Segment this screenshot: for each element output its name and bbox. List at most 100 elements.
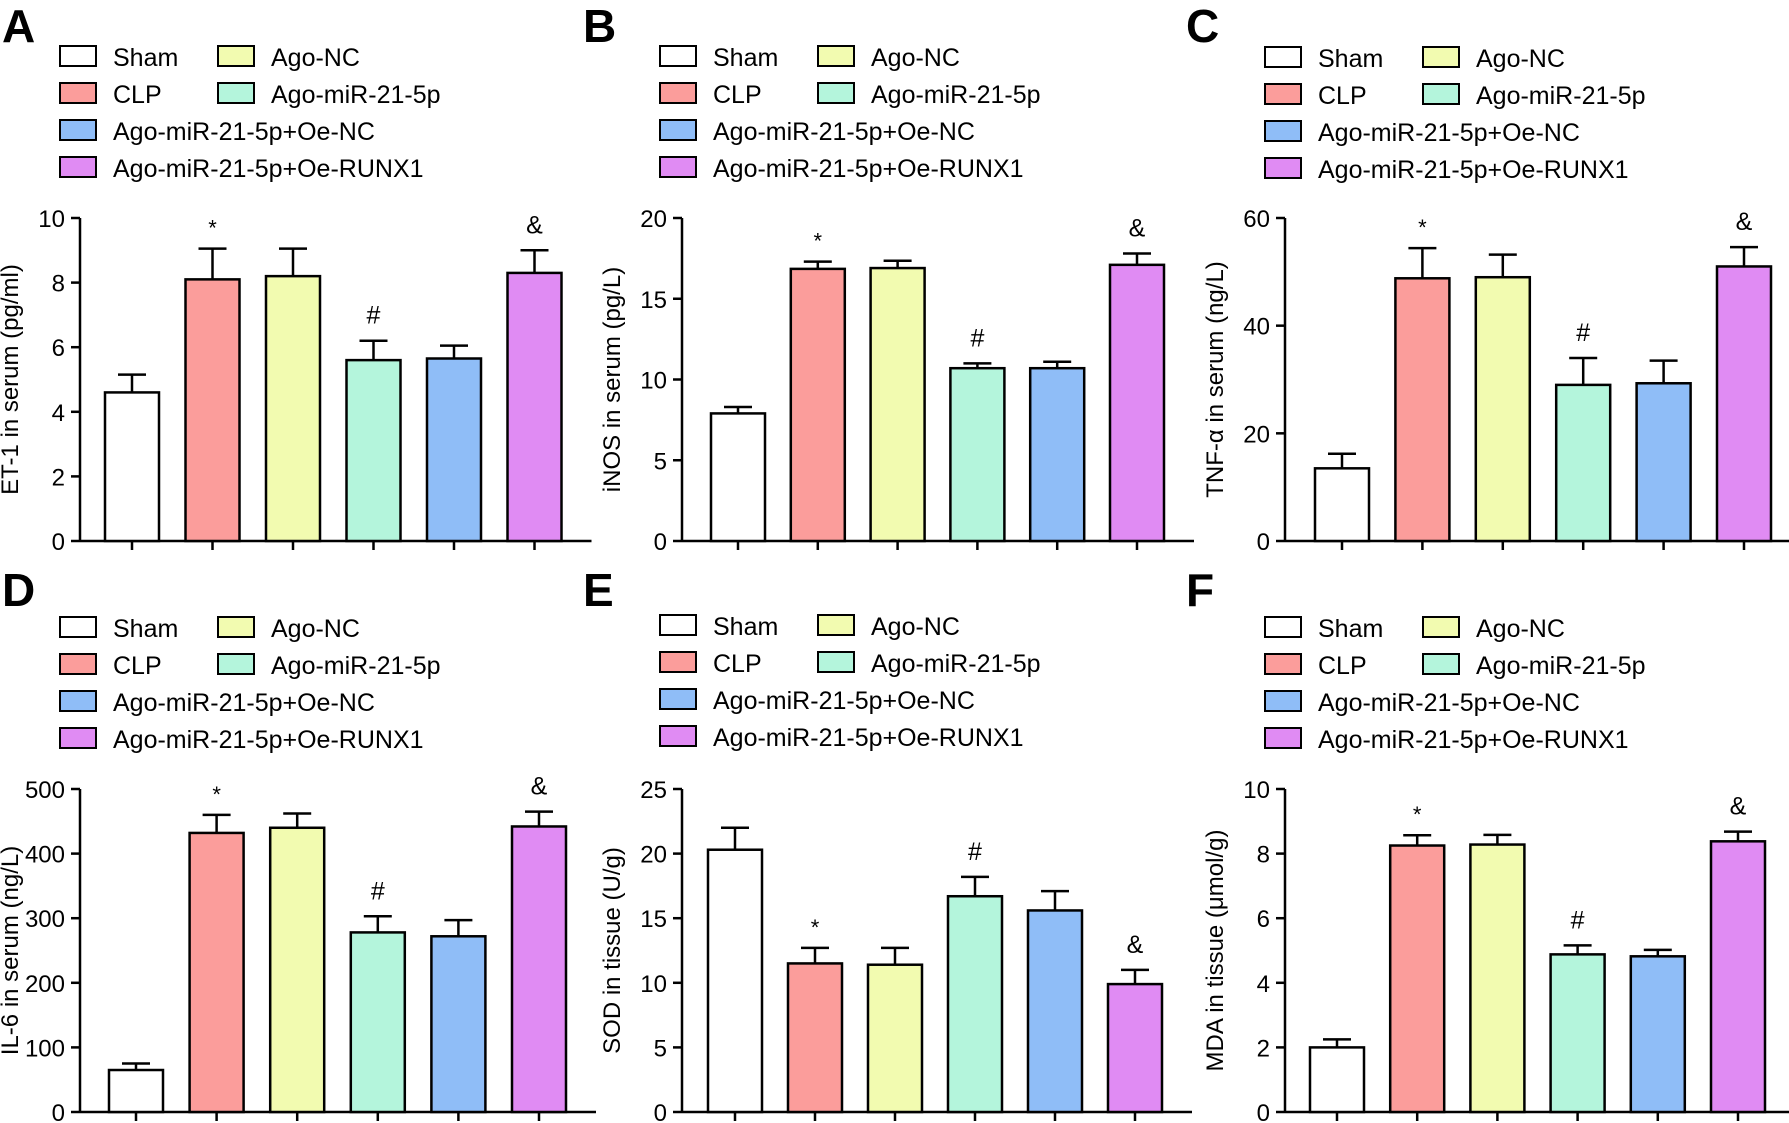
bar-rect <box>188 831 245 1114</box>
legend-item-2: CLP <box>59 81 162 109</box>
bar-rect <box>1394 277 1451 543</box>
significance-marker: & <box>1129 215 1146 243</box>
legend-label: Ago-miR-21-5p+Oe-RUNX1 <box>113 726 424 754</box>
panel-a-y-axis-title: ET-1 in serum (pg/ml) <box>0 264 24 495</box>
legend-label: Ago-NC <box>1476 45 1565 73</box>
legend-swatch <box>1264 46 1302 68</box>
legend-item-4: Ago-miR-21-5p <box>1422 82 1646 110</box>
legend-swatch <box>817 614 855 636</box>
legend-swatch <box>659 725 697 747</box>
legend-swatch <box>59 616 97 638</box>
panel-e-legend: Sham Ago-NC CLP Ago-miR-21-5p Ago-miR-21-5p+… <box>659 613 1041 752</box>
legend-swatch <box>217 82 255 104</box>
legend-swatch <box>817 82 855 104</box>
legend-item-2: CLP <box>1264 652 1367 680</box>
legend-label: CLP <box>713 81 762 109</box>
bar-rect <box>1388 844 1446 1114</box>
bar-rect <box>789 267 847 543</box>
y-tick-label: 60 <box>1243 206 1270 233</box>
bar-1 <box>709 405 767 550</box>
y-tick-label: 20 <box>640 842 667 869</box>
legend-label: Sham <box>113 44 178 72</box>
legend-label: Ago-NC <box>1476 615 1565 643</box>
bar-rect <box>268 826 326 1114</box>
legend-swatch <box>1264 727 1302 749</box>
significance-marker: & <box>1730 793 1747 821</box>
legend-item-4: Ago-miR-21-5p <box>817 650 1041 678</box>
y-tick-label: 10 <box>1243 777 1270 804</box>
y-tick-label: 0 <box>654 529 667 556</box>
legend-swatch <box>659 45 697 67</box>
panel-b-y-axis: 0 5 10 15 20 <box>640 206 1194 556</box>
panel-d: D Sham Ago-NC CLP Ago-miR-21-5p Ago-miR-21-5p… <box>0 564 596 1123</box>
panel-f-legend: Sham Ago-NC CLP Ago-miR-21-5p Ago-miR-21-5p+… <box>1264 615 1646 754</box>
bar-6: & <box>1106 931 1164 1121</box>
y-tick-label: 20 <box>640 206 667 233</box>
bar-4: # <box>349 877 407 1121</box>
bar-2: * <box>789 229 847 550</box>
significance-marker: # <box>367 302 381 330</box>
legend-swatch <box>817 651 855 673</box>
bar-rect <box>1308 1046 1366 1114</box>
legend-label: CLP <box>113 652 162 680</box>
panel-e: E Sham Ago-NC CLP Ago-miR-21-5p Ago-miR-21-5p… <box>583 564 1192 1123</box>
legend-item-4: Ago-miR-21-5p <box>217 81 441 109</box>
legend-label: CLP <box>1318 652 1367 680</box>
legend-item-4: Ago-miR-21-5p <box>817 81 1041 109</box>
bar-4: # <box>949 324 1006 550</box>
legend-label: Ago-NC <box>871 613 960 641</box>
bar-2: * <box>1388 802 1446 1121</box>
significance-marker: # <box>371 877 385 905</box>
bar-rect <box>1709 840 1767 1114</box>
panel-e-y-axis-title: SOD in tissue (U/g) <box>599 847 626 1054</box>
panel-d-legend: Sham Ago-NC CLP Ago-miR-21-5p Ago-miR-21-5p+… <box>59 615 441 754</box>
significance-marker: & <box>531 773 548 801</box>
bar-5 <box>1629 948 1687 1121</box>
bar-3 <box>869 259 926 550</box>
y-tick-label: 4 <box>1257 971 1270 998</box>
y-tick-label: 8 <box>1257 842 1270 869</box>
y-tick-label: 15 <box>640 287 667 314</box>
legend-swatch <box>59 653 97 675</box>
legend-label: Ago-miR-21-5p+Oe-RUNX1 <box>713 724 1024 752</box>
y-tick-label: 0 <box>52 529 65 556</box>
panel-c-y-axis: 0 20 40 60 <box>1243 206 1789 556</box>
legend-label: Sham <box>113 615 178 643</box>
legend-label: Sham <box>1318 615 1383 643</box>
bar-rect <box>1715 265 1773 543</box>
bar-rect <box>1549 953 1606 1114</box>
legend-label: Ago-miR-21-5p+Oe-RUNX1 <box>113 155 424 183</box>
bar-1 <box>1308 1038 1366 1121</box>
bar-1 <box>103 373 161 550</box>
bar-2: * <box>188 782 245 1121</box>
legend-item-2: CLP <box>659 81 762 109</box>
bar-rect <box>866 963 924 1114</box>
y-tick-label: 10 <box>640 368 667 395</box>
legend-item-1: Sham <box>59 44 178 72</box>
bar-rect <box>349 931 407 1114</box>
y-tick-label: 15 <box>640 906 667 933</box>
legend-label: Ago-miR-21-5p <box>871 81 1041 109</box>
legend-item-4: Ago-miR-21-5p <box>217 652 441 680</box>
panel-c-letter: C <box>1186 0 1219 52</box>
legend-label: CLP <box>713 650 762 678</box>
legend-label: Ago-miR-21-5p+Oe-RUNX1 <box>1318 156 1629 184</box>
y-tick-label: 400 <box>25 842 65 869</box>
legend-swatch <box>59 156 97 178</box>
legend-swatch <box>1264 653 1302 675</box>
legend-swatch <box>659 156 697 178</box>
y-tick-label: 40 <box>1243 314 1270 341</box>
legend-label: Ago-NC <box>271 615 360 643</box>
legend-item-5: Ago-miR-21-5p+Oe-NC <box>1264 119 1580 147</box>
legend-item-2: CLP <box>1264 82 1367 110</box>
significance-marker: & <box>1127 931 1144 959</box>
legend-item-6: Ago-miR-21-5p+Oe-RUNX1 <box>59 726 424 754</box>
bar-rect <box>869 266 926 543</box>
legend-label: Ago-miR-21-5p <box>871 650 1041 678</box>
panel-a-letter: A <box>2 0 35 52</box>
bar-3 <box>866 946 924 1121</box>
bar-rect <box>430 935 487 1114</box>
y-tick-label: 5 <box>654 1035 667 1062</box>
panel-a-legend: Sham Ago-NC CLP Ago-miR-21-5p Ago-miR-21-5p+… <box>59 44 441 183</box>
bar-rect <box>949 366 1006 543</box>
